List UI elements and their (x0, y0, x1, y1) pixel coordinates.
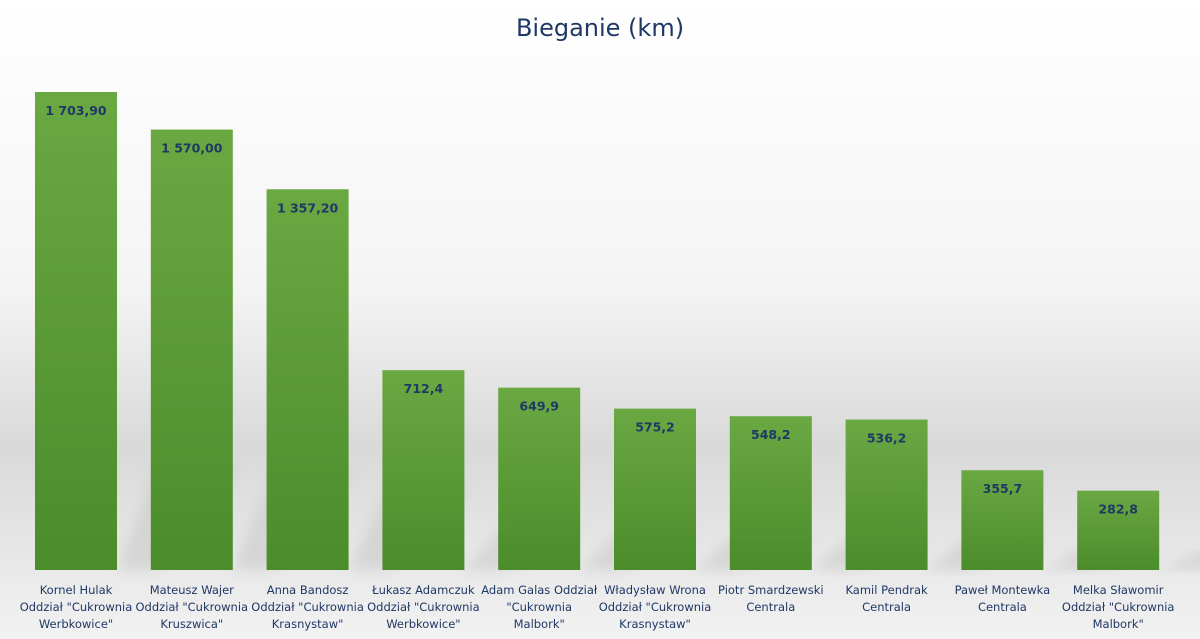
data-label: 355,7 (983, 481, 1023, 496)
category-label-line: "Cukrownia (506, 600, 572, 614)
data-label: 1 570,00 (161, 141, 223, 156)
data-label: 1 357,20 (277, 200, 339, 215)
data-label: 282,8 (1098, 502, 1138, 517)
category-label-line: Anna Bandosz (267, 583, 349, 597)
bar (150, 129, 233, 570)
category-label-line: Malbork" (1093, 617, 1144, 631)
data-label: 712,4 (404, 381, 444, 396)
category-label-line: Kornel Hulak (40, 583, 113, 597)
category-label-line: Władysław Wrona (604, 583, 706, 597)
category-label-line: Paweł Montewka (955, 583, 1051, 597)
bar (382, 370, 465, 570)
bar (35, 92, 117, 570)
category-labels: Kornel Hulak Oddział "Cukrownia Werbkowice… (20, 583, 1175, 631)
category-label: Melka Sławomir Oddział "Cukrownia Malbork" (1062, 583, 1175, 631)
category-label: Mateusz Wajer Oddział "Cukrownia Kruszwica… (136, 583, 249, 631)
category-label-line: Oddział "Cukrownia (136, 600, 249, 614)
category-label: Piotr Smardzewski Centrala (718, 583, 824, 614)
category-label-line: Łukasz Adamczuk (371, 583, 475, 597)
category-label: Kamil Pendrak Centrala (845, 583, 928, 614)
category-label-line: Krasnystaw" (272, 617, 344, 631)
category-label-line: Oddział "Cukrownia (367, 600, 480, 614)
category-label: Adam Galas Oddział "Cukrownia Malbork" (481, 583, 598, 631)
category-label-line: Krasnystaw" (619, 617, 691, 631)
category-label: Łukasz Adamczuk Oddział "Cukrownia Werbkow… (367, 583, 480, 631)
bar (498, 387, 581, 570)
bar-shadow (1159, 552, 1200, 570)
category-label-line: Oddział "Cukrownia (599, 600, 712, 614)
bar (1077, 490, 1160, 570)
category-label-line: Piotr Smardzewski (718, 583, 824, 597)
category-label-line: Werbkowice" (386, 617, 460, 631)
category-label-line: Oddział "Cukrownia (251, 600, 364, 614)
bar (266, 189, 349, 571)
category-label-line: Mateusz Wajer (150, 583, 234, 597)
chart-title: Bieganie (km) (515, 14, 685, 42)
data-label: 649,9 (519, 399, 559, 414)
category-label-line: Oddział "Cukrownia (1062, 600, 1175, 614)
category-label-line: Adam Galas Oddział (481, 583, 598, 597)
bars (35, 92, 1160, 571)
bar (729, 416, 812, 570)
category-label-line: Centrala (978, 600, 1027, 614)
data-label: 536,2 (867, 431, 907, 446)
category-label-line: Oddział "Cukrownia (20, 600, 133, 614)
bar (845, 419, 928, 570)
bar (961, 470, 1044, 570)
value-labels: 1 703,90 1 570,00 1 357,20 712,4 649,9 575,2 5… (45, 103, 1138, 517)
category-label-line: Kamil Pendrak (845, 583, 928, 597)
data-label: 1 703,90 (45, 103, 107, 118)
category-label-line: Centrala (746, 600, 795, 614)
category-label-line: Melka Sławomir (1073, 583, 1164, 597)
category-label: Anna Bandosz Oddział "Cukrownia Krasnystaw… (251, 583, 364, 631)
data-label: 575,2 (635, 420, 675, 435)
bar (614, 408, 696, 570)
data-label: 548,2 (751, 427, 791, 442)
category-label-line: Werbkowice" (39, 617, 113, 631)
category-label: Paweł Montewka Centrala (955, 583, 1051, 614)
category-label-line: Malbork" (514, 617, 565, 631)
category-label-line: Kruszwica" (160, 617, 223, 631)
category-label: Władysław Wrona Oddział "Cukrownia Krasnys… (599, 583, 712, 631)
category-label-line: Centrala (862, 600, 911, 614)
category-label: Kornel Hulak Oddział "Cukrownia Werbkowice… (20, 583, 133, 631)
